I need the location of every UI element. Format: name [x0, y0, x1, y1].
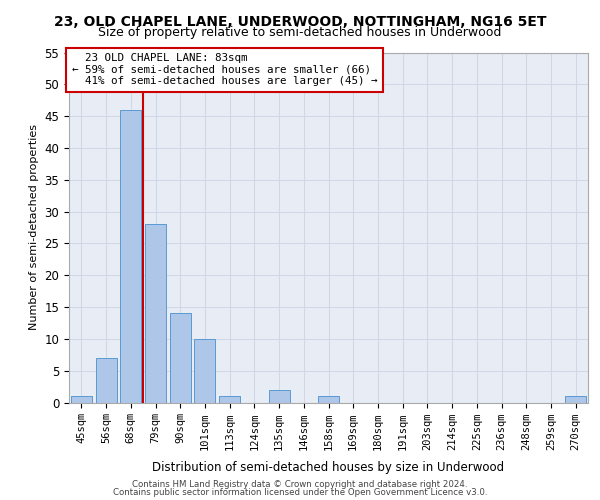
Bar — [269, 390, 290, 402]
Bar — [219, 396, 240, 402]
Bar — [145, 224, 166, 402]
Bar — [71, 396, 92, 402]
Text: Size of property relative to semi-detached houses in Underwood: Size of property relative to semi-detach… — [98, 26, 502, 39]
Bar — [565, 396, 586, 402]
Bar — [120, 110, 141, 403]
Text: 23 OLD CHAPEL LANE: 83sqm
← 59% of semi-detached houses are smaller (66)
  41% o: 23 OLD CHAPEL LANE: 83sqm ← 59% of semi-… — [71, 53, 377, 86]
Text: Contains public sector information licensed under the Open Government Licence v3: Contains public sector information licen… — [113, 488, 487, 497]
X-axis label: Distribution of semi-detached houses by size in Underwood: Distribution of semi-detached houses by … — [152, 461, 505, 474]
Bar — [170, 314, 191, 402]
Bar — [194, 339, 215, 402]
Text: Contains HM Land Registry data © Crown copyright and database right 2024.: Contains HM Land Registry data © Crown c… — [132, 480, 468, 489]
Y-axis label: Number of semi-detached properties: Number of semi-detached properties — [29, 124, 39, 330]
Text: 23, OLD CHAPEL LANE, UNDERWOOD, NOTTINGHAM, NG16 5ET: 23, OLD CHAPEL LANE, UNDERWOOD, NOTTINGH… — [54, 15, 546, 29]
Bar — [95, 358, 116, 403]
Bar — [318, 396, 339, 402]
